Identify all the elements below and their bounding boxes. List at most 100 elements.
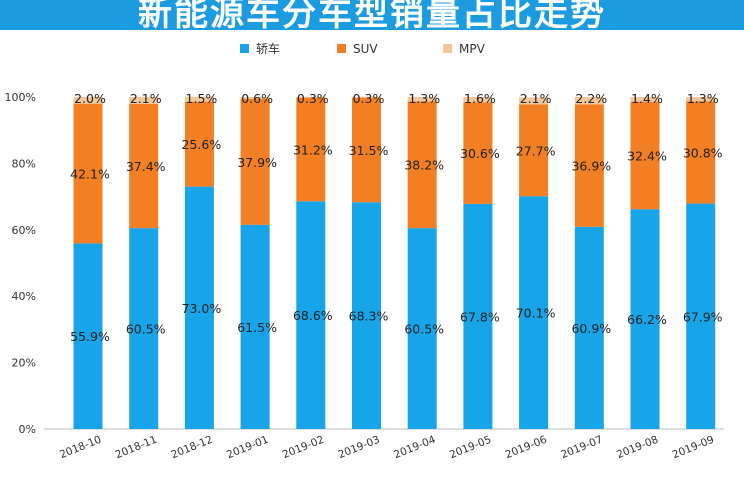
data-label: 31.5% xyxy=(349,143,389,158)
y-tick-label: 80% xyxy=(12,157,36,170)
bar-segment xyxy=(463,203,493,429)
data-label: 0.3% xyxy=(353,91,385,106)
chart-title: 新能源车分车型销量占比走势 xyxy=(138,0,606,30)
bar-segment xyxy=(519,196,549,429)
bar-segment xyxy=(519,104,549,197)
y-tick-label: 20% xyxy=(12,357,36,370)
data-label: 2.1% xyxy=(130,91,162,106)
y-tick-label: 60% xyxy=(12,224,36,237)
bar-segment xyxy=(184,96,214,102)
title-banner: 新能源车分车型销量占比走势 xyxy=(0,0,744,30)
data-label: 67.9% xyxy=(683,309,723,324)
bar-segment xyxy=(73,243,103,429)
data-label: 36.9% xyxy=(571,159,611,174)
data-label: 31.2% xyxy=(293,142,333,157)
data-label: 0.3% xyxy=(297,91,329,106)
data-label: 68.3% xyxy=(349,309,389,324)
data-label: 25.6% xyxy=(182,137,222,152)
data-label: 32.4% xyxy=(627,148,667,163)
legend: 轿车 SUV MPV xyxy=(240,41,486,56)
x-tick-label: 2019-05 xyxy=(448,434,493,462)
data-label: 60.5% xyxy=(126,322,166,337)
bar-segment xyxy=(630,97,660,102)
x-tick-label: 2019-01 xyxy=(225,434,270,462)
x-tick-label: 2018-12 xyxy=(169,434,214,462)
x-tick-label: 2018-11 xyxy=(114,434,159,462)
data-label: 1.3% xyxy=(408,91,440,106)
bar-segment xyxy=(686,97,716,102)
data-label: 61.5% xyxy=(237,320,277,335)
data-label: 55.9% xyxy=(70,329,110,344)
bar-segment xyxy=(240,97,270,99)
x-tick-label: 2019-08 xyxy=(615,434,660,462)
y-tick-label: 0% xyxy=(19,423,36,436)
legend-label: 轿车 xyxy=(256,41,280,56)
bar-segment xyxy=(296,97,326,202)
legend-label: MPV xyxy=(459,42,486,56)
bar-segment xyxy=(574,226,604,429)
bar-segment xyxy=(407,101,437,229)
y-tick-label: 40% xyxy=(12,290,36,303)
x-tick-label: 2019-02 xyxy=(281,434,326,462)
data-label: 37.4% xyxy=(126,159,166,174)
data-label: 27.7% xyxy=(516,143,556,158)
data-label: 60.9% xyxy=(571,321,611,336)
bar-segment xyxy=(630,101,660,210)
bar-segment xyxy=(352,97,381,203)
data-label: 67.8% xyxy=(460,309,500,324)
data-label: 73.0% xyxy=(182,301,222,316)
bar-segment xyxy=(240,224,270,429)
bar-labels: 55.9% 42.1% 2.0% 60.5% 37.4% 2.1% 73.0% 25.6% 1.… xyxy=(70,91,723,344)
bar-segment xyxy=(184,186,214,429)
data-label: 0.6% xyxy=(241,91,273,106)
bar-segment xyxy=(352,96,381,98)
x-tick-label: 2019-06 xyxy=(504,434,549,462)
bar-segment xyxy=(407,228,437,429)
bar-segment xyxy=(129,103,159,229)
bar-segment xyxy=(129,228,159,429)
x-tick-label: 2019-09 xyxy=(671,434,716,462)
data-label: 1.6% xyxy=(464,91,496,106)
bar-segment xyxy=(240,98,270,225)
bar-segment xyxy=(630,209,660,429)
bar-segment xyxy=(184,101,214,187)
bar-segment xyxy=(407,97,437,102)
bar-segment xyxy=(296,96,326,98)
data-label: 38.2% xyxy=(404,158,444,173)
y-tick-label: 100% xyxy=(5,91,36,104)
data-label: 1.4% xyxy=(631,91,663,106)
data-label: 70.1% xyxy=(516,306,556,321)
data-label: 42.1% xyxy=(70,167,110,182)
data-label: 30.8% xyxy=(683,145,723,160)
bar-segment xyxy=(352,202,381,429)
data-label: 2.1% xyxy=(520,91,552,106)
bar-segment xyxy=(463,102,493,204)
x-tick-label: 2018-10 xyxy=(58,434,103,462)
bar-segment xyxy=(574,97,604,105)
bar-segment xyxy=(519,97,549,105)
data-label: 60.5% xyxy=(404,322,444,337)
bar-segment xyxy=(73,103,103,244)
bar-segment xyxy=(73,97,103,104)
bar-segment xyxy=(296,201,326,429)
bar-segment xyxy=(686,101,716,204)
bars xyxy=(73,96,716,429)
bar-segment xyxy=(574,104,604,227)
data-label: 2.2% xyxy=(575,91,607,106)
x-tick-label: 2019-07 xyxy=(559,434,604,462)
bar-segment xyxy=(463,97,493,103)
data-label: 68.6% xyxy=(293,308,333,323)
bar-segment xyxy=(686,203,716,429)
data-label: 30.6% xyxy=(460,146,500,161)
data-label: 2.0% xyxy=(74,91,106,106)
legend-label: SUV xyxy=(353,42,378,56)
legend-swatch xyxy=(240,44,249,53)
x-tick-label: 2019-04 xyxy=(392,434,437,462)
data-label: 1.3% xyxy=(687,91,719,106)
legend-swatch xyxy=(337,44,346,53)
x-tick-label: 2019-03 xyxy=(336,434,381,462)
x-axis: 2018-10 2018-11 2018-12 2019-01 2019-02 2019-… xyxy=(58,434,716,462)
data-label: 66.2% xyxy=(627,312,667,327)
data-label: 1.5% xyxy=(186,91,218,106)
